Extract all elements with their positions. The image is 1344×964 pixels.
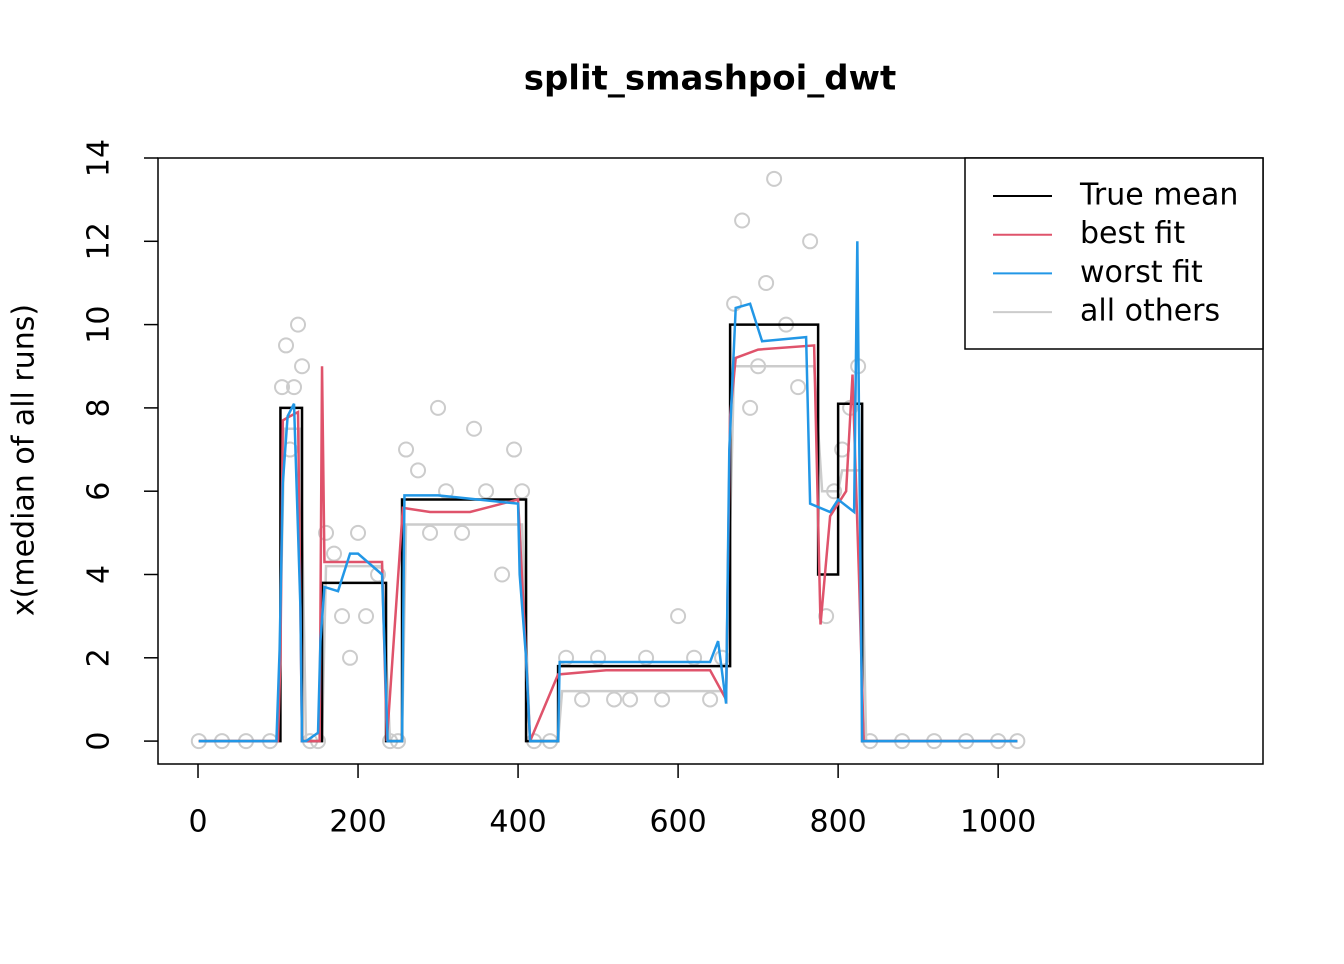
x-tick-label: 600 bbox=[649, 805, 706, 840]
data-point bbox=[654, 691, 671, 708]
data-point bbox=[590, 649, 607, 666]
plot-area bbox=[190, 170, 1026, 750]
y-tick-label: 14 bbox=[82, 139, 117, 177]
data-point bbox=[758, 274, 775, 291]
y-tick-label: 0 bbox=[82, 732, 117, 751]
data-point bbox=[358, 608, 375, 625]
data-point bbox=[506, 441, 523, 458]
data-point bbox=[686, 649, 703, 666]
data-point bbox=[802, 233, 819, 250]
data-point bbox=[454, 524, 471, 541]
y-tick-label: 10 bbox=[82, 306, 117, 344]
data-point bbox=[478, 483, 495, 500]
y-tick-label: 8 bbox=[82, 398, 117, 417]
data-point bbox=[370, 566, 387, 583]
data-point bbox=[290, 316, 307, 333]
data-point bbox=[286, 379, 303, 396]
data-point bbox=[430, 399, 447, 416]
data-point bbox=[742, 399, 759, 416]
legend-label: best fit bbox=[1080, 216, 1185, 251]
y-tick-label: 6 bbox=[82, 482, 117, 501]
y-tick-label: 12 bbox=[82, 222, 117, 260]
data-point bbox=[558, 649, 575, 666]
legend-label: True mean bbox=[1079, 178, 1238, 213]
data-point bbox=[318, 524, 335, 541]
data-point bbox=[342, 649, 359, 666]
chart-title: split_smashpoi_dwt bbox=[524, 59, 897, 99]
data-point bbox=[514, 483, 531, 500]
x-tick-label: 1000 bbox=[960, 805, 1036, 840]
y-tick-label: 4 bbox=[82, 565, 117, 584]
x-tick-label: 200 bbox=[329, 805, 386, 840]
series-line bbox=[198, 241, 1018, 743]
data-point bbox=[350, 524, 367, 541]
legend-label: all others bbox=[1080, 294, 1220, 329]
plot-frame bbox=[157, 157, 1264, 765]
data-point bbox=[410, 462, 427, 479]
x-tick-label: 800 bbox=[809, 805, 866, 840]
data-point bbox=[766, 170, 783, 187]
data-point bbox=[278, 337, 295, 354]
data-point bbox=[734, 212, 751, 229]
data-point bbox=[334, 608, 351, 625]
y-tick-label: 2 bbox=[82, 648, 117, 667]
y-axis-label: x(median of all runs) bbox=[7, 304, 42, 616]
data-point bbox=[702, 691, 719, 708]
data-point bbox=[398, 441, 415, 458]
data-point bbox=[574, 691, 591, 708]
data-point bbox=[726, 295, 743, 312]
data-point bbox=[326, 545, 343, 562]
data-point bbox=[494, 566, 511, 583]
legend-label: worst fit bbox=[1080, 255, 1203, 290]
x-tick-label: 400 bbox=[489, 805, 546, 840]
data-point bbox=[790, 379, 807, 396]
data-point bbox=[638, 649, 655, 666]
data-point bbox=[274, 379, 291, 396]
data-point bbox=[622, 691, 639, 708]
data-point bbox=[422, 524, 439, 541]
data-point bbox=[466, 420, 483, 437]
data-point bbox=[670, 608, 687, 625]
data-point bbox=[606, 691, 623, 708]
legend-box bbox=[964, 157, 1264, 350]
x-tick-label: 0 bbox=[188, 805, 207, 840]
data-point bbox=[294, 358, 311, 375]
data-point bbox=[438, 483, 455, 500]
